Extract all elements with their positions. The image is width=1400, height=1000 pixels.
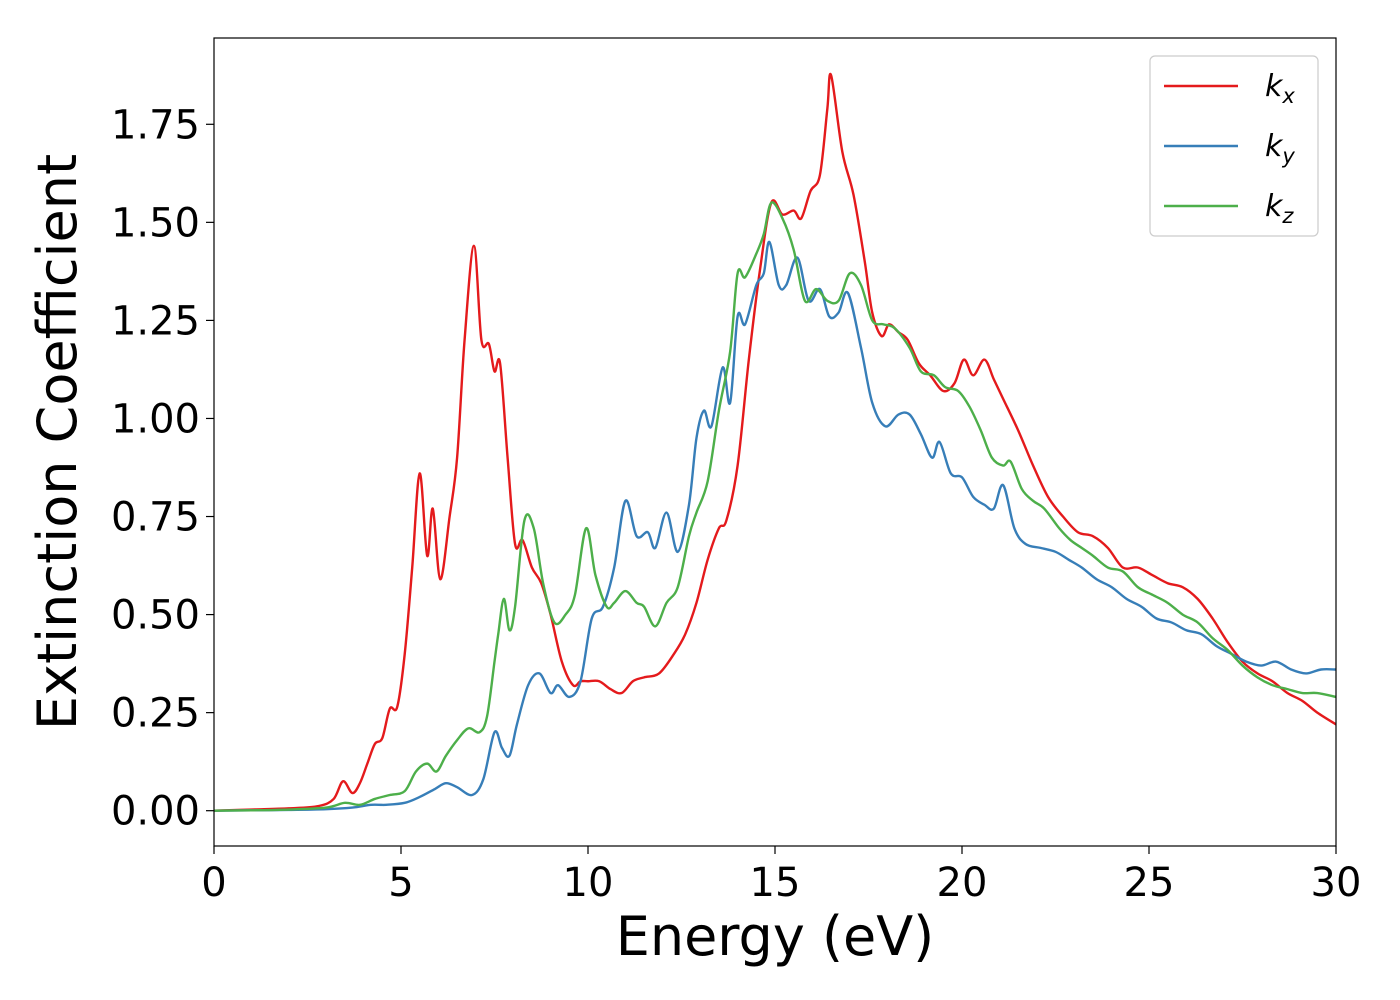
x-tick-label: 20 [937,860,988,906]
legend-label-kz: kz [1265,189,1294,228]
y-tick-label: 1.25 [111,298,200,344]
legend-label-ky: ky [1265,129,1295,168]
legend-label-base: k [1265,69,1284,104]
x-tick-label: 5 [388,860,413,906]
x-tick-label: 10 [563,860,614,906]
y-tick-label: 1.50 [111,200,200,246]
series-layer [214,72,1336,812]
legend-label-subscript: x [1281,84,1295,108]
y-tick-label: 1.00 [111,396,200,442]
legend-label-base: k [1265,189,1284,224]
y-axis-title: Extinction Coefficient [26,154,89,730]
y-tick-label: 0.75 [111,495,200,541]
legend-label-kx: kx [1265,69,1295,108]
x-tick-label: 25 [1124,860,1175,906]
series-line-kz [214,201,1336,812]
x-axis-title: Energy (eV) [616,905,935,968]
legend-label-subscript: y [1281,144,1295,168]
x-tick-label: 15 [750,860,801,906]
legend-label-base: k [1265,129,1284,164]
legend-label-subscript: z [1281,204,1294,228]
y-tick-label: 0.50 [111,593,200,639]
y-axis: 0.00 0.25 0.50 0.75 1.00 1.25 1.50 1.75 [111,102,214,835]
x-axis: 0 5 10 15 20 25 30 [201,846,1361,906]
y-tick-label: 0.25 [111,691,200,737]
x-tick-label: 30 [1311,860,1362,906]
series-line-ky [214,240,1336,812]
x-tick-label: 0 [201,860,226,906]
series-line-kx [214,72,1336,812]
plot-area [214,38,1336,846]
y-tick-label: 0.00 [111,789,200,835]
y-tick-label: 1.75 [111,102,200,148]
